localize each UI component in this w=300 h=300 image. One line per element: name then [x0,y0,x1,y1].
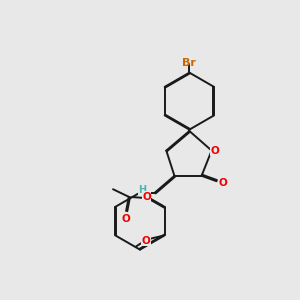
Text: O: O [141,236,150,246]
Text: O: O [142,192,151,202]
Text: O: O [219,178,228,188]
Text: H: H [139,185,147,195]
Text: O: O [122,214,130,224]
Text: Br: Br [182,58,196,68]
Text: O: O [211,146,219,155]
